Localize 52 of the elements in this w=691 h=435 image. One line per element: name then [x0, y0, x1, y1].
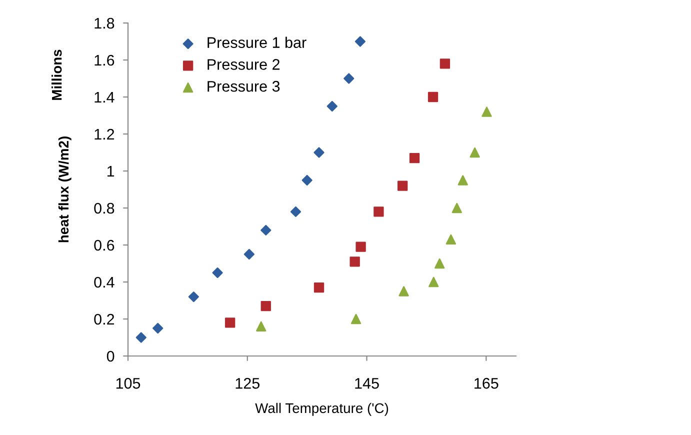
x-tick-label: 105	[116, 378, 140, 389]
point	[350, 256, 360, 267]
y-tick-label: 1.2	[94, 128, 114, 140]
point	[354, 36, 366, 47]
point	[374, 206, 384, 217]
point	[260, 300, 271, 312]
point	[398, 180, 408, 191]
legend-label: Pressure 2	[208, 59, 280, 70]
y-tick-label: 1	[107, 166, 114, 177]
point	[302, 174, 312, 186]
y-tick-label: 0.8	[94, 202, 114, 214]
point	[256, 321, 266, 332]
y-tick-label: 0.2	[94, 314, 114, 325]
point	[188, 292, 199, 302]
point	[244, 248, 254, 260]
y-tick-label: 1.6	[94, 54, 114, 66]
y-tick-label: 1.4	[94, 92, 114, 103]
text: Millions	[52, 50, 62, 100]
y-tick-label: 0.4	[94, 276, 114, 288]
point	[290, 206, 302, 217]
point	[440, 58, 450, 69]
point	[398, 286, 409, 296]
y-tick-label: 1.8	[94, 18, 114, 29]
point	[314, 282, 324, 293]
y-axis-title: heat flux (W/m2)	[58, 136, 72, 242]
point	[356, 242, 366, 252]
point	[428, 276, 439, 288]
point	[434, 258, 445, 269]
x-tick-label: 125	[236, 378, 260, 389]
x-tick-label: 165	[474, 378, 498, 389]
point	[224, 318, 236, 328]
legend-label: Pressure 3	[208, 80, 280, 92]
point	[409, 152, 420, 164]
point	[152, 322, 164, 334]
point	[458, 175, 468, 186]
point	[350, 314, 362, 324]
point	[452, 202, 462, 214]
point	[446, 234, 456, 245]
x-tick-label: 145	[355, 378, 379, 389]
point	[344, 73, 354, 84]
point	[314, 147, 324, 158]
point	[470, 147, 480, 158]
point	[326, 100, 338, 112]
y-tick-label: 0.6	[94, 240, 114, 251]
point	[136, 332, 146, 343]
point	[482, 106, 492, 117]
point	[260, 224, 272, 236]
legend-label: Pressure 1 bar	[208, 36, 306, 48]
point	[428, 92, 438, 102]
x-axis-title: Wall Temperature ('C)	[255, 402, 388, 416]
point	[212, 267, 223, 278]
y-tick-label: 0	[106, 350, 114, 362]
